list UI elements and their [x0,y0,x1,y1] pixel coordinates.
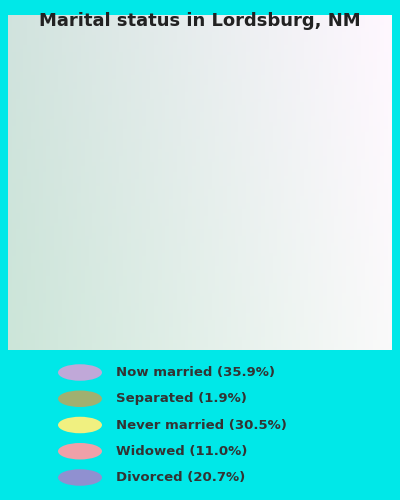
Circle shape [58,364,102,381]
Circle shape [58,443,102,460]
Text: Widowed (11.0%): Widowed (11.0%) [116,445,247,458]
Circle shape [58,417,102,433]
Text: Never married (30.5%): Never married (30.5%) [116,418,287,432]
Text: Separated (1.9%): Separated (1.9%) [116,392,247,405]
Circle shape [58,390,102,407]
Text: Divorced (20.7%): Divorced (20.7%) [116,471,245,484]
Text: Marital status in Lordsburg, NM: Marital status in Lordsburg, NM [39,12,361,30]
Text: Now married (35.9%): Now married (35.9%) [116,366,275,379]
Wedge shape [200,64,318,257]
Text: City-Data.com: City-Data.com [262,50,326,59]
Wedge shape [86,64,200,164]
Wedge shape [82,151,136,230]
Wedge shape [92,211,282,300]
Circle shape [58,469,102,486]
Wedge shape [248,226,291,268]
